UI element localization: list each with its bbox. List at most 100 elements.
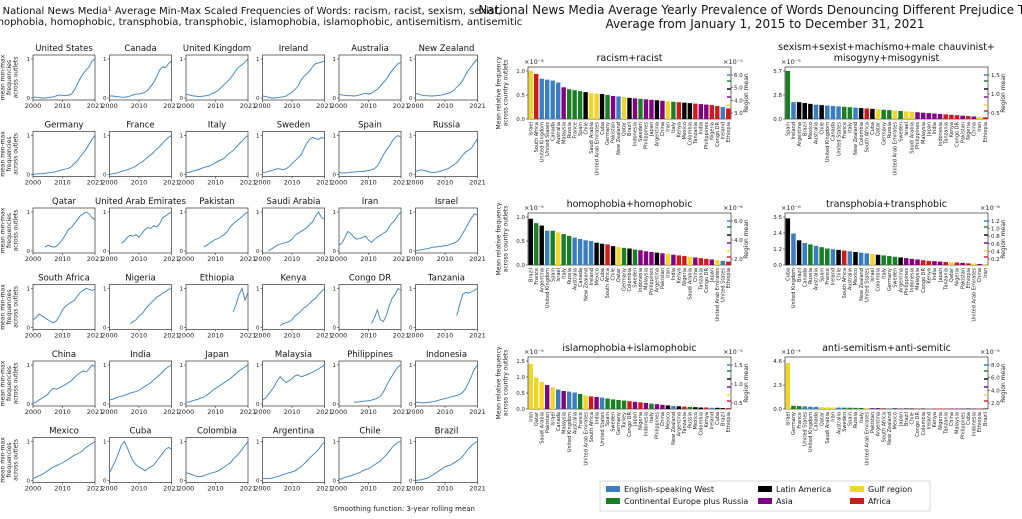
x-tick-label: 2000 <box>407 255 424 263</box>
y-tick-label: 1 <box>180 134 184 140</box>
bar-label: Cuba <box>870 122 876 135</box>
bar-label: Spain <box>786 122 792 136</box>
small-multiple-new-zealand: New Zealand 0 1 2000 2010 2021 <box>407 44 486 110</box>
legend-swatch <box>850 486 864 492</box>
bar-colombia <box>858 108 864 119</box>
x-tick-label: 2000 <box>407 485 424 493</box>
bar-label: Germany <box>605 122 611 145</box>
bar-label: Saudi Arabia <box>688 268 694 300</box>
y-tick-label: 5.7 <box>773 69 782 75</box>
bar-indonesia <box>971 408 977 409</box>
bar-tanzania <box>682 406 687 409</box>
right-tick-label: 2.0 <box>991 401 1000 407</box>
bar-label: South Africa <box>881 412 887 442</box>
right-panel-titles: National News Media Average Yearly Preva… <box>478 3 1022 31</box>
bar-qatar <box>534 377 539 409</box>
x-tick-label: 2021 <box>87 102 104 110</box>
bar-chile <box>583 92 588 119</box>
bar-china <box>977 263 982 265</box>
bar-spain <box>577 91 583 119</box>
y-tick-label: 0 <box>409 402 413 408</box>
bar-germany <box>887 256 892 265</box>
bar-label: Iran <box>977 122 983 132</box>
bar-label: China <box>972 122 978 136</box>
y-tick-label: 0 <box>180 402 184 408</box>
bar-label: Malaysia <box>921 122 927 144</box>
bar-label: Spain <box>819 268 825 282</box>
bar-label: United Arab Emirates <box>864 412 870 466</box>
small-multiple-australia: Australia 0 1 2000 2010 2021 <box>331 44 410 110</box>
y-tick-label: 0 <box>103 96 107 102</box>
x-tick-label: 2021 <box>240 102 257 110</box>
ylabel-line: frequencies <box>6 213 13 248</box>
bar-label: Iran <box>831 412 837 422</box>
bar-united-kingdom <box>808 406 813 409</box>
bar-kenya <box>932 408 937 409</box>
x-tick-label: 2010 <box>131 102 148 110</box>
legend-swatch <box>758 498 772 504</box>
bar-label: Israel <box>904 122 910 136</box>
x-tick-label: 2021 <box>163 408 180 416</box>
series-line <box>353 364 402 403</box>
bar-iran <box>665 101 671 119</box>
bar-label: Italy <box>671 122 677 133</box>
series-line <box>279 288 325 326</box>
y-tick-label: 0.5 <box>516 239 525 245</box>
bar-label: New Zealand <box>583 268 589 301</box>
bar-label: India <box>932 268 938 280</box>
y-tick-label: 0 <box>333 249 337 255</box>
bar-label: Nigeria <box>955 268 961 286</box>
small-multiple-frame <box>109 207 172 254</box>
x-tick-label: 2021 <box>87 332 104 340</box>
bar-label: United States <box>802 412 808 446</box>
small-multiple-frame <box>338 54 402 101</box>
small-multiple-chile: Chile 0 1 2000 2010 2021 <box>331 427 410 493</box>
small-multiple-nigeria: Nigeria 0 1 2000 2010 2021 <box>101 274 180 340</box>
bar-cuba <box>870 108 875 119</box>
bar-italy <box>649 403 654 409</box>
right-tick-label: 1.0 <box>991 227 1000 233</box>
bar-congo-dr <box>920 260 926 265</box>
bar-label: Spain <box>578 122 584 136</box>
bar-label: Australia <box>836 412 842 434</box>
bar-label: Chile <box>910 412 916 425</box>
bar-russia <box>808 244 813 265</box>
bar-tanzania <box>698 258 704 265</box>
series-line <box>338 134 402 174</box>
bar-united-arab-emirates <box>715 260 720 265</box>
x-tick-label: 2000 <box>331 179 348 187</box>
bar-united-arab-emirates <box>971 263 977 265</box>
legend-label: Continental Europe plus Russia <box>624 497 748 506</box>
bar-label: Indonesia <box>644 412 650 436</box>
x-tick-label: 2021 <box>393 102 410 110</box>
y-exponent: ×10⁻⁶ <box>781 204 801 212</box>
small-multiple-ylabel: mean min-max frequencies across outlets <box>0 360 20 406</box>
x-tick-label: 2021 <box>469 408 486 416</box>
small-multiple-title: United Arab Emirates <box>95 197 187 207</box>
bar-united-states <box>836 106 841 119</box>
bar-label: Saudi Arabia <box>910 122 916 154</box>
bar-ireland <box>709 407 714 409</box>
bar-label: United States <box>864 268 870 302</box>
bar-canada <box>577 238 583 265</box>
bar-label: Spain <box>605 412 611 426</box>
bar-sweden <box>892 256 898 265</box>
bar-label: Russia <box>853 412 859 428</box>
bar-label: Israel <box>556 268 562 282</box>
bar-label: Malaysia <box>561 412 567 434</box>
right-ylabel: Region mean <box>1000 73 1007 113</box>
x-tick-label: 2010 <box>131 408 148 416</box>
small-multiple-title: Chile <box>359 427 380 437</box>
bar-malaysia <box>954 408 960 409</box>
bar-congo-dr <box>704 258 709 265</box>
bar-label: Spain <box>550 268 556 282</box>
bar-qatar <box>875 109 881 119</box>
y-tick-label: 3.5 <box>773 215 782 221</box>
bar-label: Qatar <box>819 411 825 426</box>
bar-united-kingdom <box>566 391 572 409</box>
bar-ethiopia <box>966 263 971 265</box>
x-tick-label: 2010 <box>360 485 377 493</box>
bar-label: China <box>660 412 666 426</box>
bar-label: Mexico <box>893 412 899 429</box>
bar-saudi-arabia <box>588 93 594 119</box>
